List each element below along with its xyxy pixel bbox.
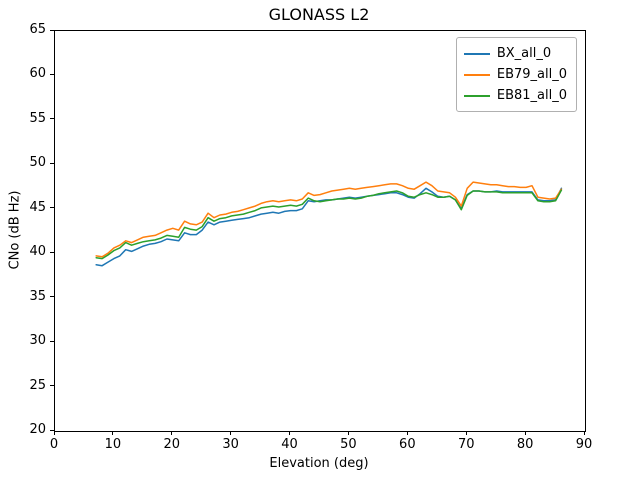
legend-line-swatch: [463, 52, 490, 55]
x-tick-mark: [347, 431, 349, 435]
x-tick-mark: [289, 431, 291, 435]
x-tick-mark: [53, 431, 55, 435]
x-tick-label: 50: [340, 437, 357, 452]
y-tick-label: 45: [29, 199, 46, 215]
legend-item: EB81_all_0: [463, 85, 567, 106]
x-tick-mark: [583, 431, 585, 435]
x-tick-label: 80: [516, 437, 534, 452]
x-tick-label: 0: [49, 437, 59, 452]
legend-label: BX_all_0: [496, 46, 552, 61]
legend: BX_all_0 EB79_all_0 EB81_all_0: [455, 37, 577, 112]
x-tick-label: 30: [222, 437, 239, 452]
x-tick-mark: [524, 431, 526, 435]
legend-item: EB79_all_0: [463, 64, 567, 85]
y-tick-label: 55: [29, 110, 46, 126]
y-tick-label: 35: [29, 288, 46, 304]
x-tick-label: 60: [399, 437, 416, 452]
x-tick-mark: [465, 431, 467, 435]
x-tick-mark: [112, 431, 114, 435]
y-tick-label: 50: [29, 155, 46, 171]
legend-line-swatch: [463, 73, 490, 76]
y-tick-label: 60: [29, 66, 46, 82]
chart-title: GLONASS L2: [268, 5, 370, 24]
y-tick-mark: [50, 340, 54, 342]
plot-area: BX_all_0 EB79_all_0 EB81_all_0: [54, 30, 586, 432]
legend-label: EB81_all_0: [496, 88, 567, 103]
x-tick-label: 40: [281, 437, 298, 452]
y-tick-label: 65: [29, 22, 46, 37]
series-line-EB79_all_0: [95, 181, 563, 258]
y-tick-mark: [50, 73, 54, 75]
legend-line-swatch: [463, 94, 490, 97]
y-tick-mark: [50, 296, 54, 298]
x-tick-mark: [406, 431, 408, 435]
series-line-EB81_all_0: [95, 189, 563, 260]
y-tick-mark: [50, 429, 54, 431]
legend-item: BX_all_0: [463, 43, 567, 64]
y-tick-mark: [50, 162, 54, 164]
y-tick-label: 25: [29, 377, 46, 393]
x-tick-label: 70: [457, 437, 475, 452]
line-plot: [95, 181, 563, 267]
y-tick-mark: [50, 251, 54, 253]
y-tick-label: 40: [29, 244, 46, 260]
y-tick-label: 30: [29, 333, 46, 349]
x-tick-mark: [230, 431, 232, 435]
x-tick-label: 90: [575, 437, 593, 452]
y-tick-label: 20: [29, 422, 46, 437]
legend-label: EB79_all_0: [496, 67, 567, 82]
x-tick-label: 20: [163, 437, 181, 452]
y-tick-mark: [50, 29, 54, 31]
y-tick-mark: [50, 385, 54, 387]
y-tick-mark: [50, 118, 54, 120]
x-tick-label: 10: [104, 437, 122, 452]
y-tick-mark: [50, 207, 54, 209]
x-tick-mark: [171, 431, 173, 435]
x-axis-label: Elevation (deg): [269, 456, 369, 471]
